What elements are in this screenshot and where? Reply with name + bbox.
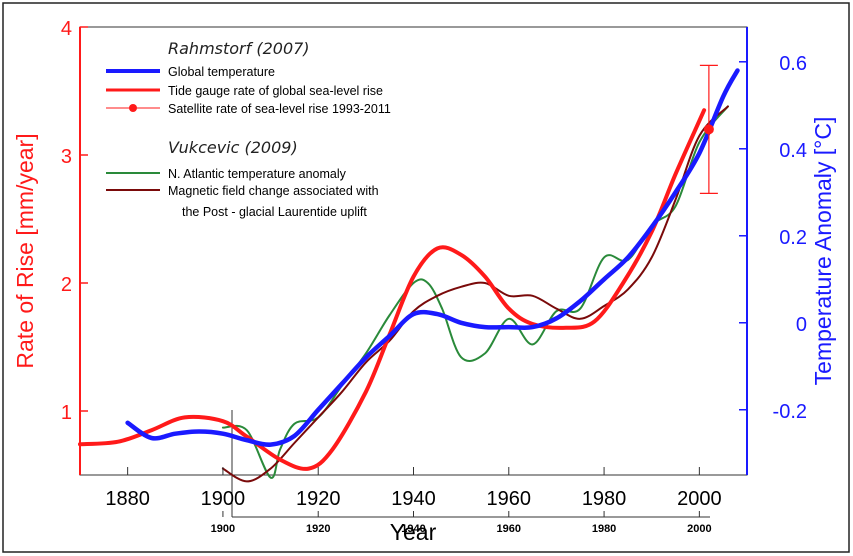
left-axis-title: Rate of Rise [mm/year] — [12, 133, 38, 368]
legend-swatch-satellite-marker — [129, 104, 137, 112]
x-tick-label: 1900 — [201, 488, 246, 510]
right-tick-label: 0.6 — [779, 53, 807, 75]
series-line-1 — [125, 68, 740, 447]
right-axis-title: Temperature Anomaly [°C] — [810, 117, 836, 386]
left-tick-label: 3 — [61, 146, 72, 168]
x-tick-label: 1940 — [391, 488, 436, 510]
x-tick-label: 2000 — [677, 488, 722, 510]
right-tick-label: 0 — [796, 314, 807, 336]
legend-label-n-atlantic: N. Atlantic temperature anomaly — [168, 167, 347, 181]
right-tick-label: 0.4 — [779, 140, 807, 162]
satellite-point — [703, 124, 714, 135]
secondary-x-tick-label: 1940 — [401, 523, 425, 535]
legend-label-magnetic: Magnetic field change associated with — [168, 184, 379, 198]
secondary-x-tick-label: 1920 — [306, 523, 330, 535]
series-line-3 — [221, 105, 729, 483]
right-tick-label: 0.2 — [779, 227, 807, 249]
left-tick-label: 1 — [61, 402, 72, 424]
secondary-x-tick-label: 2000 — [687, 523, 711, 535]
secondary-x-tick-label: 1980 — [592, 523, 616, 535]
legend-group1-title: Rahmstorf (2007) — [168, 39, 310, 58]
legend-group2-title: Vukcevic (2009) — [168, 138, 298, 157]
x-axis-title: Year — [390, 519, 437, 545]
legend-label-tide-gauge: Tide gauge rate of global sea-level rise — [168, 84, 383, 98]
secondary-x-tick-label: 1960 — [497, 523, 521, 535]
x-tick-label: 1960 — [487, 488, 532, 510]
x-tick-label: 1880 — [105, 488, 150, 510]
left-tick-label: 2 — [61, 274, 72, 296]
x-tick-label: 1920 — [296, 488, 341, 510]
legend-label-magnetic-cont: the Post - glacial Laurentide uplift — [182, 205, 367, 219]
legend-label-global-temperature: Global temperature — [168, 65, 275, 79]
legend: Rahmstorf (2007) Global temperature Tide… — [106, 39, 391, 219]
secondary-x-tick-label: 1900 — [211, 523, 235, 535]
right-tick-label: -0.2 — [773, 401, 807, 423]
legend-label-satellite: Satellite rate of sea-level rise 1993-20… — [168, 102, 391, 116]
x-tick-label: 1980 — [582, 488, 627, 510]
series-line-0 — [78, 108, 707, 471]
left-tick-label: 4 — [61, 18, 72, 40]
